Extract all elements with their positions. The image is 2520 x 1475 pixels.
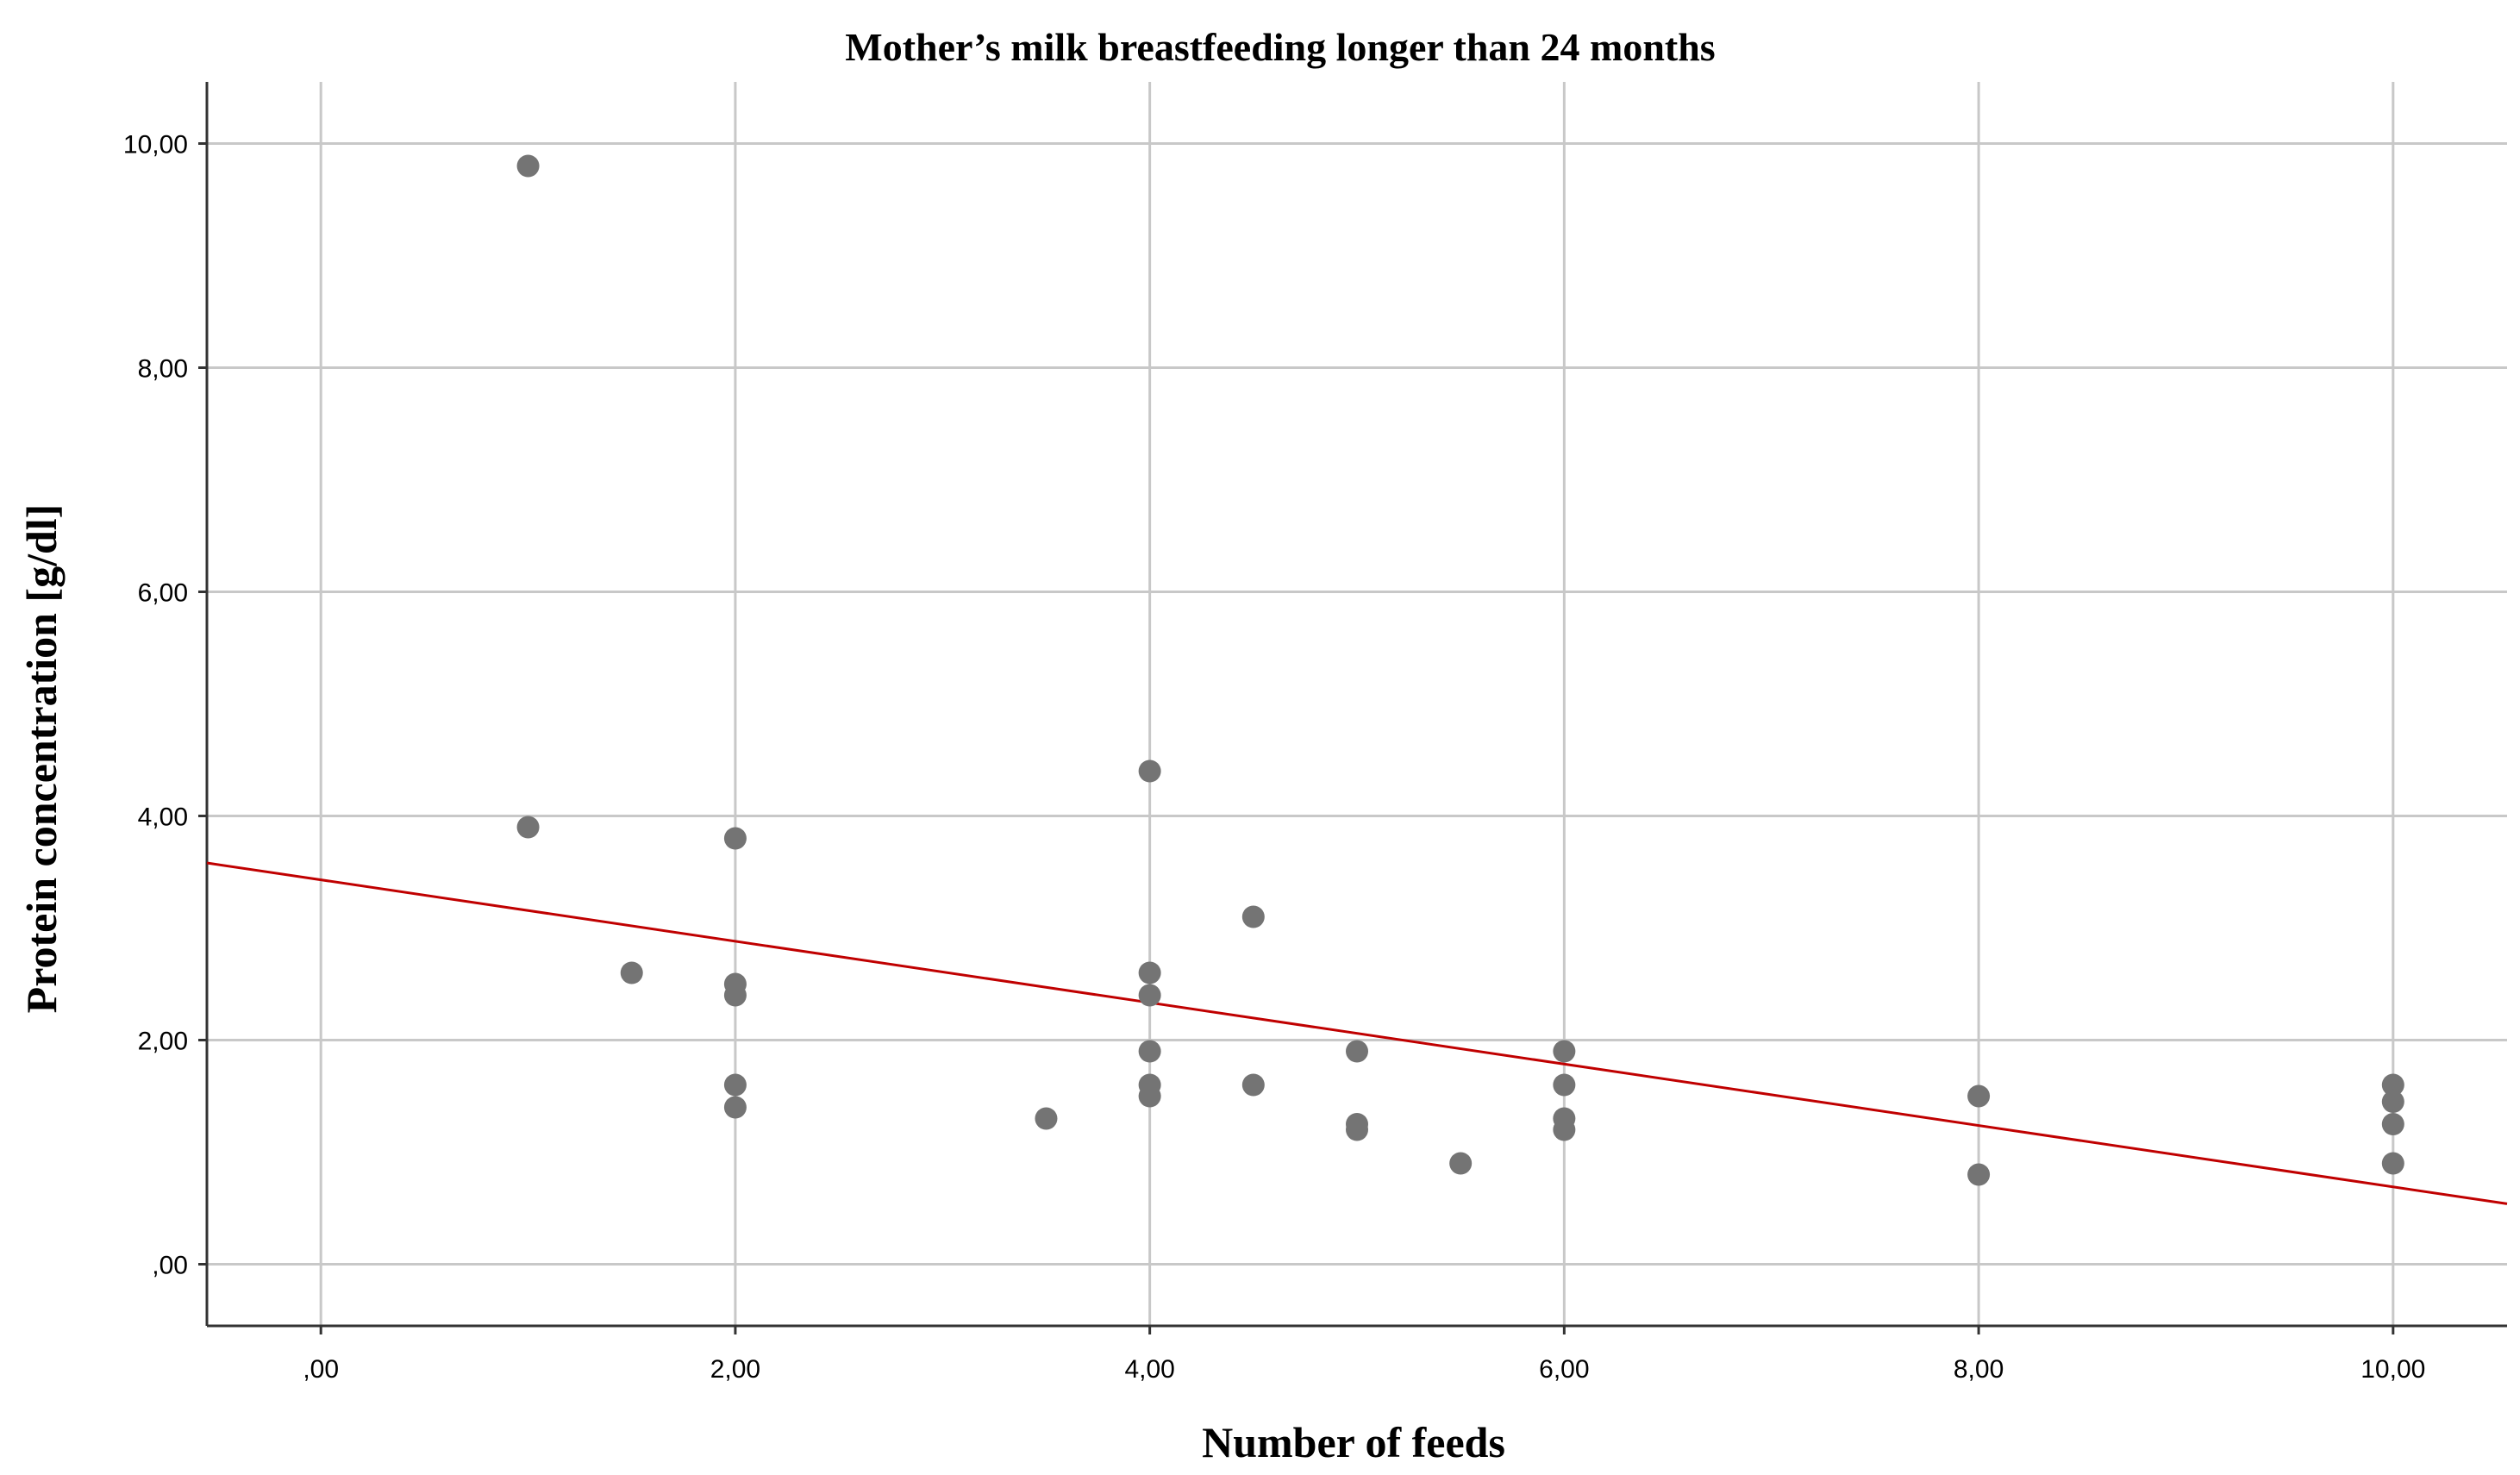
scatter-point — [1035, 1107, 1058, 1130]
scatter-point — [1553, 1118, 1576, 1141]
scatter-point — [1346, 1118, 1368, 1141]
scatter-point — [1553, 1040, 1576, 1063]
scatter-point — [1346, 1040, 1368, 1063]
scatter-point — [2381, 1113, 2404, 1135]
scatter-point — [620, 961, 643, 984]
scatter-point — [1138, 984, 1161, 1007]
scatter-point — [516, 816, 540, 839]
scatter-point — [723, 1096, 747, 1119]
y-tick-label: 6,00 — [138, 579, 188, 608]
y-tick-label: 8,00 — [138, 355, 188, 384]
x-tick-label: ,00 — [303, 1355, 339, 1384]
x-tick-label: 4,00 — [1124, 1355, 1174, 1384]
y-axis-title: Protein concentration [g/dl] — [17, 504, 66, 1014]
axes: ,00 2,00 4,00 6,00 8,00 10,00 ,00 2,00 4,00 6,00 8… — [123, 82, 2507, 1384]
y-tick-label: 2,00 — [138, 1028, 188, 1056]
scatter-point — [723, 827, 747, 850]
scatter-point — [1967, 1163, 1991, 1186]
scatter-point — [2381, 1073, 2404, 1097]
fit-line-layer — [206, 861, 2508, 1205]
y-tick-label: 4,00 — [138, 803, 188, 832]
grid — [207, 82, 2507, 1326]
scatter-point — [2381, 1091, 2404, 1113]
scatter-point — [2381, 1152, 2404, 1175]
scatter-point — [1241, 1073, 1265, 1097]
scatter-point — [1138, 961, 1161, 984]
x-tick-label: 2,00 — [710, 1355, 760, 1384]
data-points — [516, 154, 2404, 1186]
x-tick-label: 6,00 — [1539, 1355, 1589, 1384]
scatter-point — [723, 1073, 747, 1097]
scatter-point — [1241, 905, 1265, 928]
y-tick-label: 10,00 — [123, 131, 188, 159]
scatter-point — [723, 984, 747, 1007]
chart-title: Mother’s milk breastfeeding longer than … — [845, 25, 1715, 69]
fit-line — [206, 861, 2508, 1205]
scatter-point — [516, 154, 540, 178]
x-tick-label: 10,00 — [2361, 1355, 2425, 1384]
y-tick-label: ,00 — [152, 1252, 188, 1280]
scatter-point — [1553, 1073, 1576, 1097]
x-tick-label: 8,00 — [1954, 1355, 2004, 1384]
scatter-point — [1449, 1152, 1473, 1175]
scatter-point — [1138, 759, 1161, 783]
scatter-point — [1967, 1084, 1991, 1108]
scatter-point — [1138, 1040, 1161, 1063]
x-axis-title: Number of feeds — [1202, 1418, 1505, 1466]
scatter-point — [1138, 1084, 1161, 1108]
